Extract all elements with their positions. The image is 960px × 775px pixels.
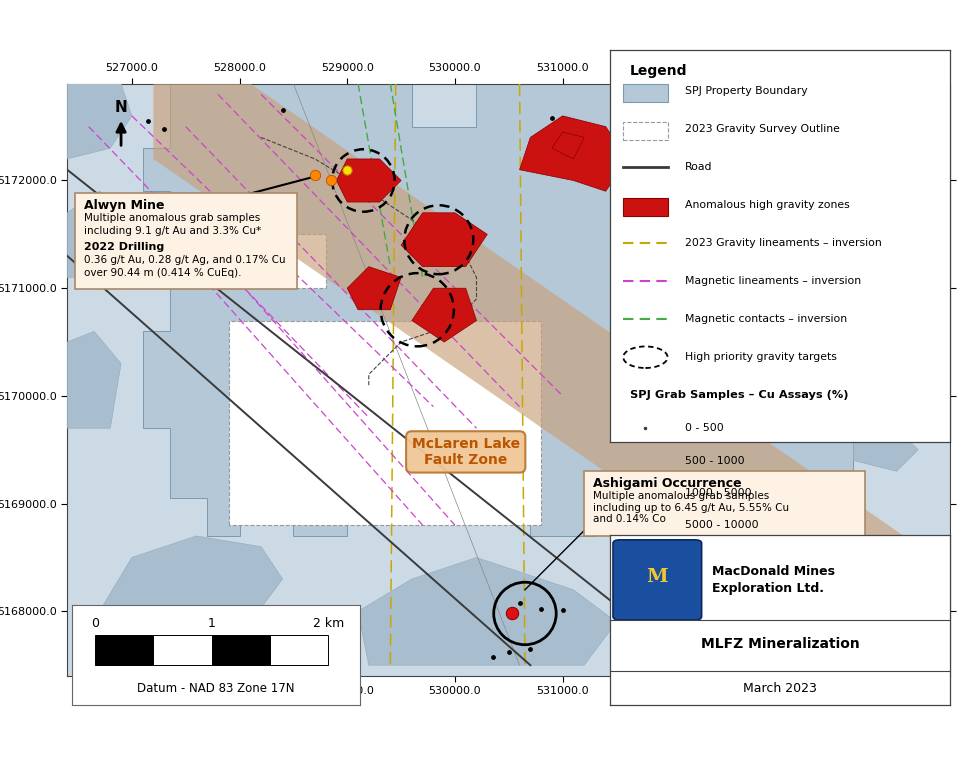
Text: including 9.1 g/t Au and 3.3% Cu*: including 9.1 g/t Au and 3.3% Cu*: [84, 226, 262, 236]
Text: 0.36 g/t Au, 0.28 g/t Ag, and 0.17% Cu: 0.36 g/t Au, 0.28 g/t Ag, and 0.17% Cu: [84, 255, 286, 265]
Polygon shape: [67, 84, 132, 159]
Text: 50000 - 120000: 50000 - 120000: [684, 584, 772, 594]
Polygon shape: [853, 429, 918, 471]
Text: 1: 1: [207, 617, 216, 629]
Text: Alwyn Mine: Alwyn Mine: [84, 199, 165, 212]
Polygon shape: [348, 267, 401, 310]
Polygon shape: [735, 374, 800, 429]
FancyBboxPatch shape: [623, 122, 667, 140]
Polygon shape: [412, 288, 476, 342]
Text: over 90.44 m (0.414 % CuEq).: over 90.44 m (0.414 % CuEq).: [84, 267, 242, 277]
Polygon shape: [154, 84, 950, 643]
Point: [340, 164, 355, 176]
Text: M: M: [646, 568, 668, 587]
Point: [749, 625, 764, 637]
Point: [275, 105, 290, 117]
Point: [522, 642, 538, 655]
Bar: [211, 635, 270, 665]
Text: N: N: [114, 100, 128, 115]
Polygon shape: [336, 159, 401, 202]
Text: Multiple anomalous grab samples: Multiple anomalous grab samples: [593, 491, 769, 501]
Text: 2023 Gravity lineaments – inversion: 2023 Gravity lineaments – inversion: [684, 239, 881, 248]
FancyBboxPatch shape: [75, 193, 298, 289]
Text: Legend: Legend: [630, 64, 687, 78]
Text: 2023 Gravity Survey Outline: 2023 Gravity Survey Outline: [684, 125, 839, 134]
Polygon shape: [272, 234, 325, 288]
Text: Road: Road: [684, 163, 712, 172]
Point: [512, 597, 527, 609]
Point: [485, 650, 500, 663]
Text: 1000 - 5000: 1000 - 5000: [684, 487, 752, 498]
Polygon shape: [228, 321, 541, 525]
Text: SPJ Property Boundary: SPJ Property Boundary: [684, 87, 807, 96]
FancyBboxPatch shape: [613, 540, 702, 620]
Text: 2 km: 2 km: [313, 617, 344, 629]
Point: [178, 646, 193, 659]
Text: March 2023: March 2023: [743, 682, 817, 694]
Text: 0: 0: [91, 617, 99, 629]
Text: 2022 Drilling: 2022 Drilling: [84, 242, 165, 252]
FancyBboxPatch shape: [623, 198, 667, 216]
Text: 0 - 500: 0 - 500: [684, 423, 723, 433]
Text: Ashigami Occurrence: Ashigami Occurrence: [593, 477, 741, 490]
FancyBboxPatch shape: [584, 470, 865, 536]
Text: Multiple anomalous grab samples: Multiple anomalous grab samples: [84, 213, 261, 222]
Text: Magnetic contacts – inversion: Magnetic contacts – inversion: [684, 314, 847, 324]
Text: MLFZ Mineralization: MLFZ Mineralization: [701, 637, 859, 651]
Text: SPJ Grab Samples – Cu Assays (%): SPJ Grab Samples – Cu Assays (%): [630, 390, 849, 400]
Text: 5000 - 10000: 5000 - 10000: [684, 520, 758, 530]
Text: MacDonald Mines
Exploration Ltd.: MacDonald Mines Exploration Ltd.: [712, 566, 835, 595]
Polygon shape: [67, 191, 127, 277]
Point: [307, 169, 323, 181]
Text: 500 - 1000: 500 - 1000: [684, 456, 744, 466]
Bar: [154, 635, 211, 665]
Point: [324, 174, 339, 187]
Text: High priority gravity targets: High priority gravity targets: [684, 352, 836, 362]
Polygon shape: [67, 84, 950, 676]
Polygon shape: [401, 213, 488, 267]
Point: [221, 625, 236, 637]
Polygon shape: [358, 557, 616, 665]
Text: Datum - NAD 83 Zone 17N: Datum - NAD 83 Zone 17N: [137, 682, 295, 695]
Text: 10000 - 50000: 10000 - 50000: [684, 552, 765, 562]
Point: [501, 646, 516, 659]
Text: McLaren Lake
Fault Zone: McLaren Lake Fault Zone: [412, 437, 519, 467]
Text: Anomalous high gravity zones: Anomalous high gravity zones: [684, 201, 850, 210]
Polygon shape: [519, 116, 627, 191]
Point: [555, 604, 570, 616]
Point: [140, 115, 156, 127]
Polygon shape: [325, 633, 358, 665]
Polygon shape: [552, 132, 585, 159]
Bar: [95, 635, 154, 665]
Text: and 0.14% Co: and 0.14% Co: [593, 515, 665, 525]
Polygon shape: [713, 186, 821, 245]
Point: [156, 122, 172, 135]
Point: [243, 629, 258, 641]
Polygon shape: [143, 84, 897, 622]
Text: Magnetic lineaments – inversion: Magnetic lineaments – inversion: [684, 276, 861, 286]
Polygon shape: [100, 536, 282, 643]
Point: [200, 650, 215, 663]
Text: including up to 6.45 g/t Au, 5.55% Cu: including up to 6.45 g/t Au, 5.55% Cu: [593, 502, 789, 512]
FancyBboxPatch shape: [623, 84, 667, 102]
Polygon shape: [864, 321, 918, 385]
Bar: [270, 635, 328, 665]
Polygon shape: [692, 277, 756, 321]
Polygon shape: [67, 331, 121, 429]
Point: [792, 646, 807, 659]
Point: [504, 608, 519, 620]
Polygon shape: [649, 579, 886, 665]
Point: [534, 603, 549, 615]
Point: [544, 112, 560, 124]
